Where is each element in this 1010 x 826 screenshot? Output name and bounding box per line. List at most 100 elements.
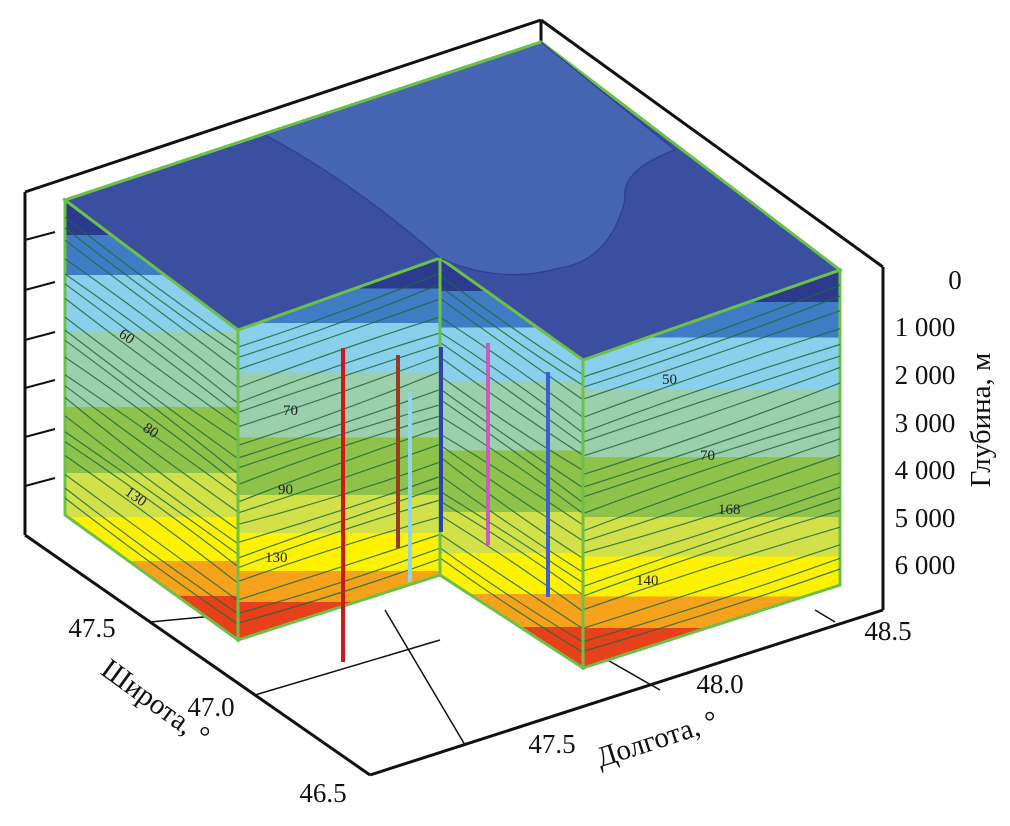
contour-line bbox=[582, 526, 841, 611]
contour-line bbox=[64, 239, 239, 371]
contour-line bbox=[64, 227, 239, 357]
contour-line bbox=[64, 497, 239, 625]
contour-line bbox=[582, 310, 841, 400]
contour-line bbox=[582, 497, 841, 588]
contour-label: 168 bbox=[718, 502, 741, 518]
contour-line bbox=[64, 316, 239, 442]
contour-line bbox=[582, 328, 841, 419]
contour-line bbox=[64, 339, 239, 475]
contour-line bbox=[439, 398, 584, 504]
contour-label: 70 bbox=[700, 448, 715, 464]
frame-top-right bbox=[540, 18, 884, 269]
top-back-edge bbox=[64, 40, 542, 202]
contour-line bbox=[582, 366, 841, 457]
top-light-region bbox=[263, 41, 677, 276]
contour-line bbox=[237, 283, 441, 358]
contour-line bbox=[582, 486, 841, 572]
contour-line bbox=[237, 499, 441, 569]
contour-line bbox=[237, 316, 441, 389]
contour-line bbox=[237, 272, 441, 348]
contour-line bbox=[237, 389, 441, 459]
contour-line bbox=[582, 438, 841, 532]
contour-line bbox=[64, 297, 239, 427]
longitude-axis-label: Долгота, ° bbox=[593, 705, 722, 774]
contour-line bbox=[439, 285, 584, 386]
contour-line bbox=[64, 487, 239, 615]
depth-tick: 0 bbox=[948, 265, 962, 295]
latitude-tick: 46.5 bbox=[299, 778, 346, 808]
contour-line bbox=[439, 474, 584, 573]
longitude-tick: 48.5 bbox=[864, 616, 911, 646]
contour-line bbox=[582, 343, 841, 433]
contour-line bbox=[64, 283, 239, 416]
frame-floor-left bbox=[24, 533, 371, 777]
contour-line bbox=[237, 461, 441, 525]
contour-line bbox=[439, 388, 584, 489]
contour-line bbox=[582, 284, 841, 378]
contour-line bbox=[237, 371, 441, 446]
contour-line bbox=[439, 356, 584, 456]
contour-line bbox=[64, 329, 239, 460]
contour-line bbox=[439, 274, 584, 376]
contour-line bbox=[237, 558, 441, 624]
contour-line bbox=[64, 385, 239, 513]
contour-line bbox=[237, 475, 441, 543]
contour-line bbox=[64, 455, 239, 584]
back-left-ticks bbox=[24, 231, 56, 487]
latitude-ticks: 46.5 47.0 47.5 bbox=[68, 613, 346, 808]
contour-line bbox=[582, 454, 841, 543]
frame-floor-right bbox=[369, 608, 884, 777]
contour-line bbox=[582, 355, 841, 443]
contour-line bbox=[237, 427, 441, 503]
contour-line bbox=[582, 382, 841, 476]
longitude-tick: 48.0 bbox=[696, 669, 743, 699]
contour-line bbox=[582, 400, 841, 488]
longitude-tick: 47.5 bbox=[528, 729, 575, 759]
depth-axis-label: Глубина, м bbox=[965, 353, 997, 488]
contour-line bbox=[237, 415, 441, 486]
depth-tick: 4 000 bbox=[895, 455, 956, 485]
contour-line bbox=[582, 295, 841, 388]
contour-line bbox=[64, 431, 239, 555]
contour-line bbox=[237, 516, 441, 583]
contour-line bbox=[237, 298, 441, 371]
contour-line bbox=[582, 557, 841, 643]
depth-tick: 3 000 bbox=[895, 408, 956, 438]
contour-line bbox=[439, 297, 584, 401]
contour-line bbox=[439, 547, 584, 643]
contour-line bbox=[237, 547, 441, 614]
contour-line bbox=[582, 544, 841, 629]
depth-ticks: 0 1 000 2 000 3 000 4 000 5 000 6 000 bbox=[895, 265, 962, 580]
depth-tick: 5 000 bbox=[895, 503, 956, 533]
contour-line bbox=[64, 397, 239, 531]
contour-line bbox=[64, 415, 239, 545]
contour-line bbox=[237, 404, 441, 469]
contour-label: 140 bbox=[636, 573, 659, 589]
contour-line bbox=[237, 332, 441, 404]
model-block bbox=[61, 40, 844, 671]
contour-line bbox=[64, 356, 239, 485]
latitude-tick: 47.5 bbox=[68, 613, 115, 643]
contour-line bbox=[582, 415, 841, 498]
longitude-ticks: 47.5 48.0 48.5 bbox=[528, 616, 911, 759]
contour-line bbox=[439, 444, 584, 542]
contour-line bbox=[582, 426, 841, 515]
contour-line bbox=[64, 374, 239, 497]
wells bbox=[341, 343, 550, 662]
depth-tick: 1 000 bbox=[895, 312, 956, 342]
contour-line bbox=[582, 509, 841, 597]
contour-line bbox=[237, 355, 441, 428]
contour-line bbox=[64, 273, 239, 404]
contour-line bbox=[439, 490, 584, 584]
depth-tick: 6 000 bbox=[895, 550, 956, 580]
contour-line bbox=[439, 415, 584, 514]
contour-line bbox=[64, 216, 239, 346]
latitude-tick: 47.0 bbox=[187, 692, 234, 722]
contour-line bbox=[439, 331, 584, 434]
contour-line bbox=[237, 443, 441, 514]
depth-tick: 2 000 bbox=[895, 360, 956, 390]
contour-line bbox=[439, 533, 584, 630]
contour-line bbox=[237, 344, 441, 413]
contour-line bbox=[439, 375, 584, 471]
